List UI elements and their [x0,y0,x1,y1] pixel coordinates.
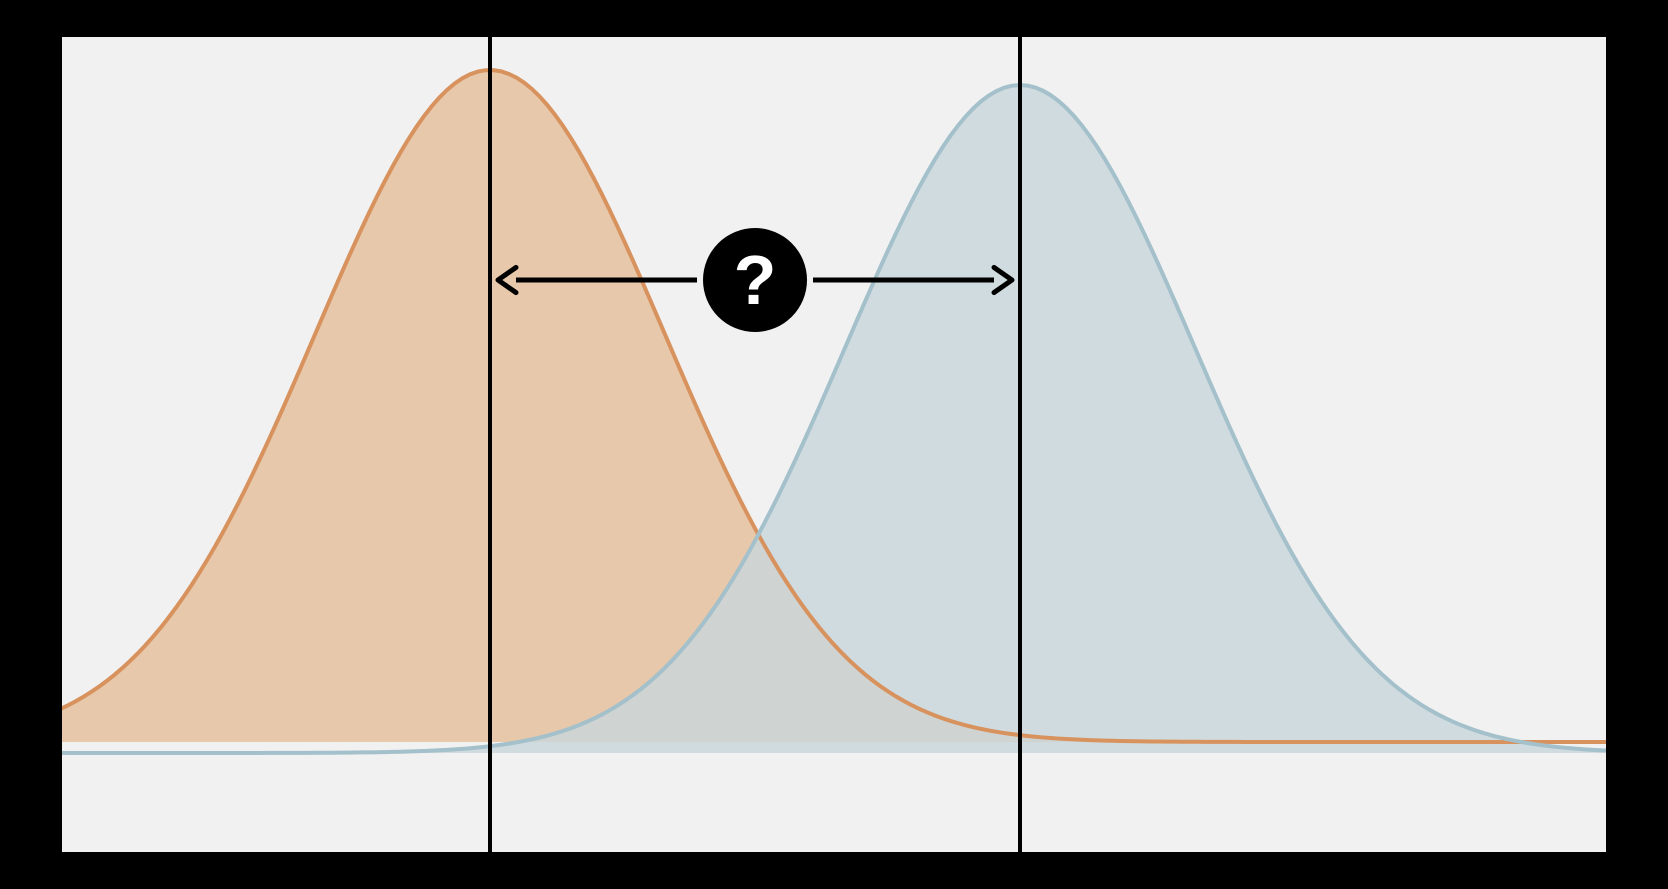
chart-svg: ? [60,35,1608,854]
distribution-chart: ? [60,35,1608,854]
question-badge-label: ? [734,241,777,319]
